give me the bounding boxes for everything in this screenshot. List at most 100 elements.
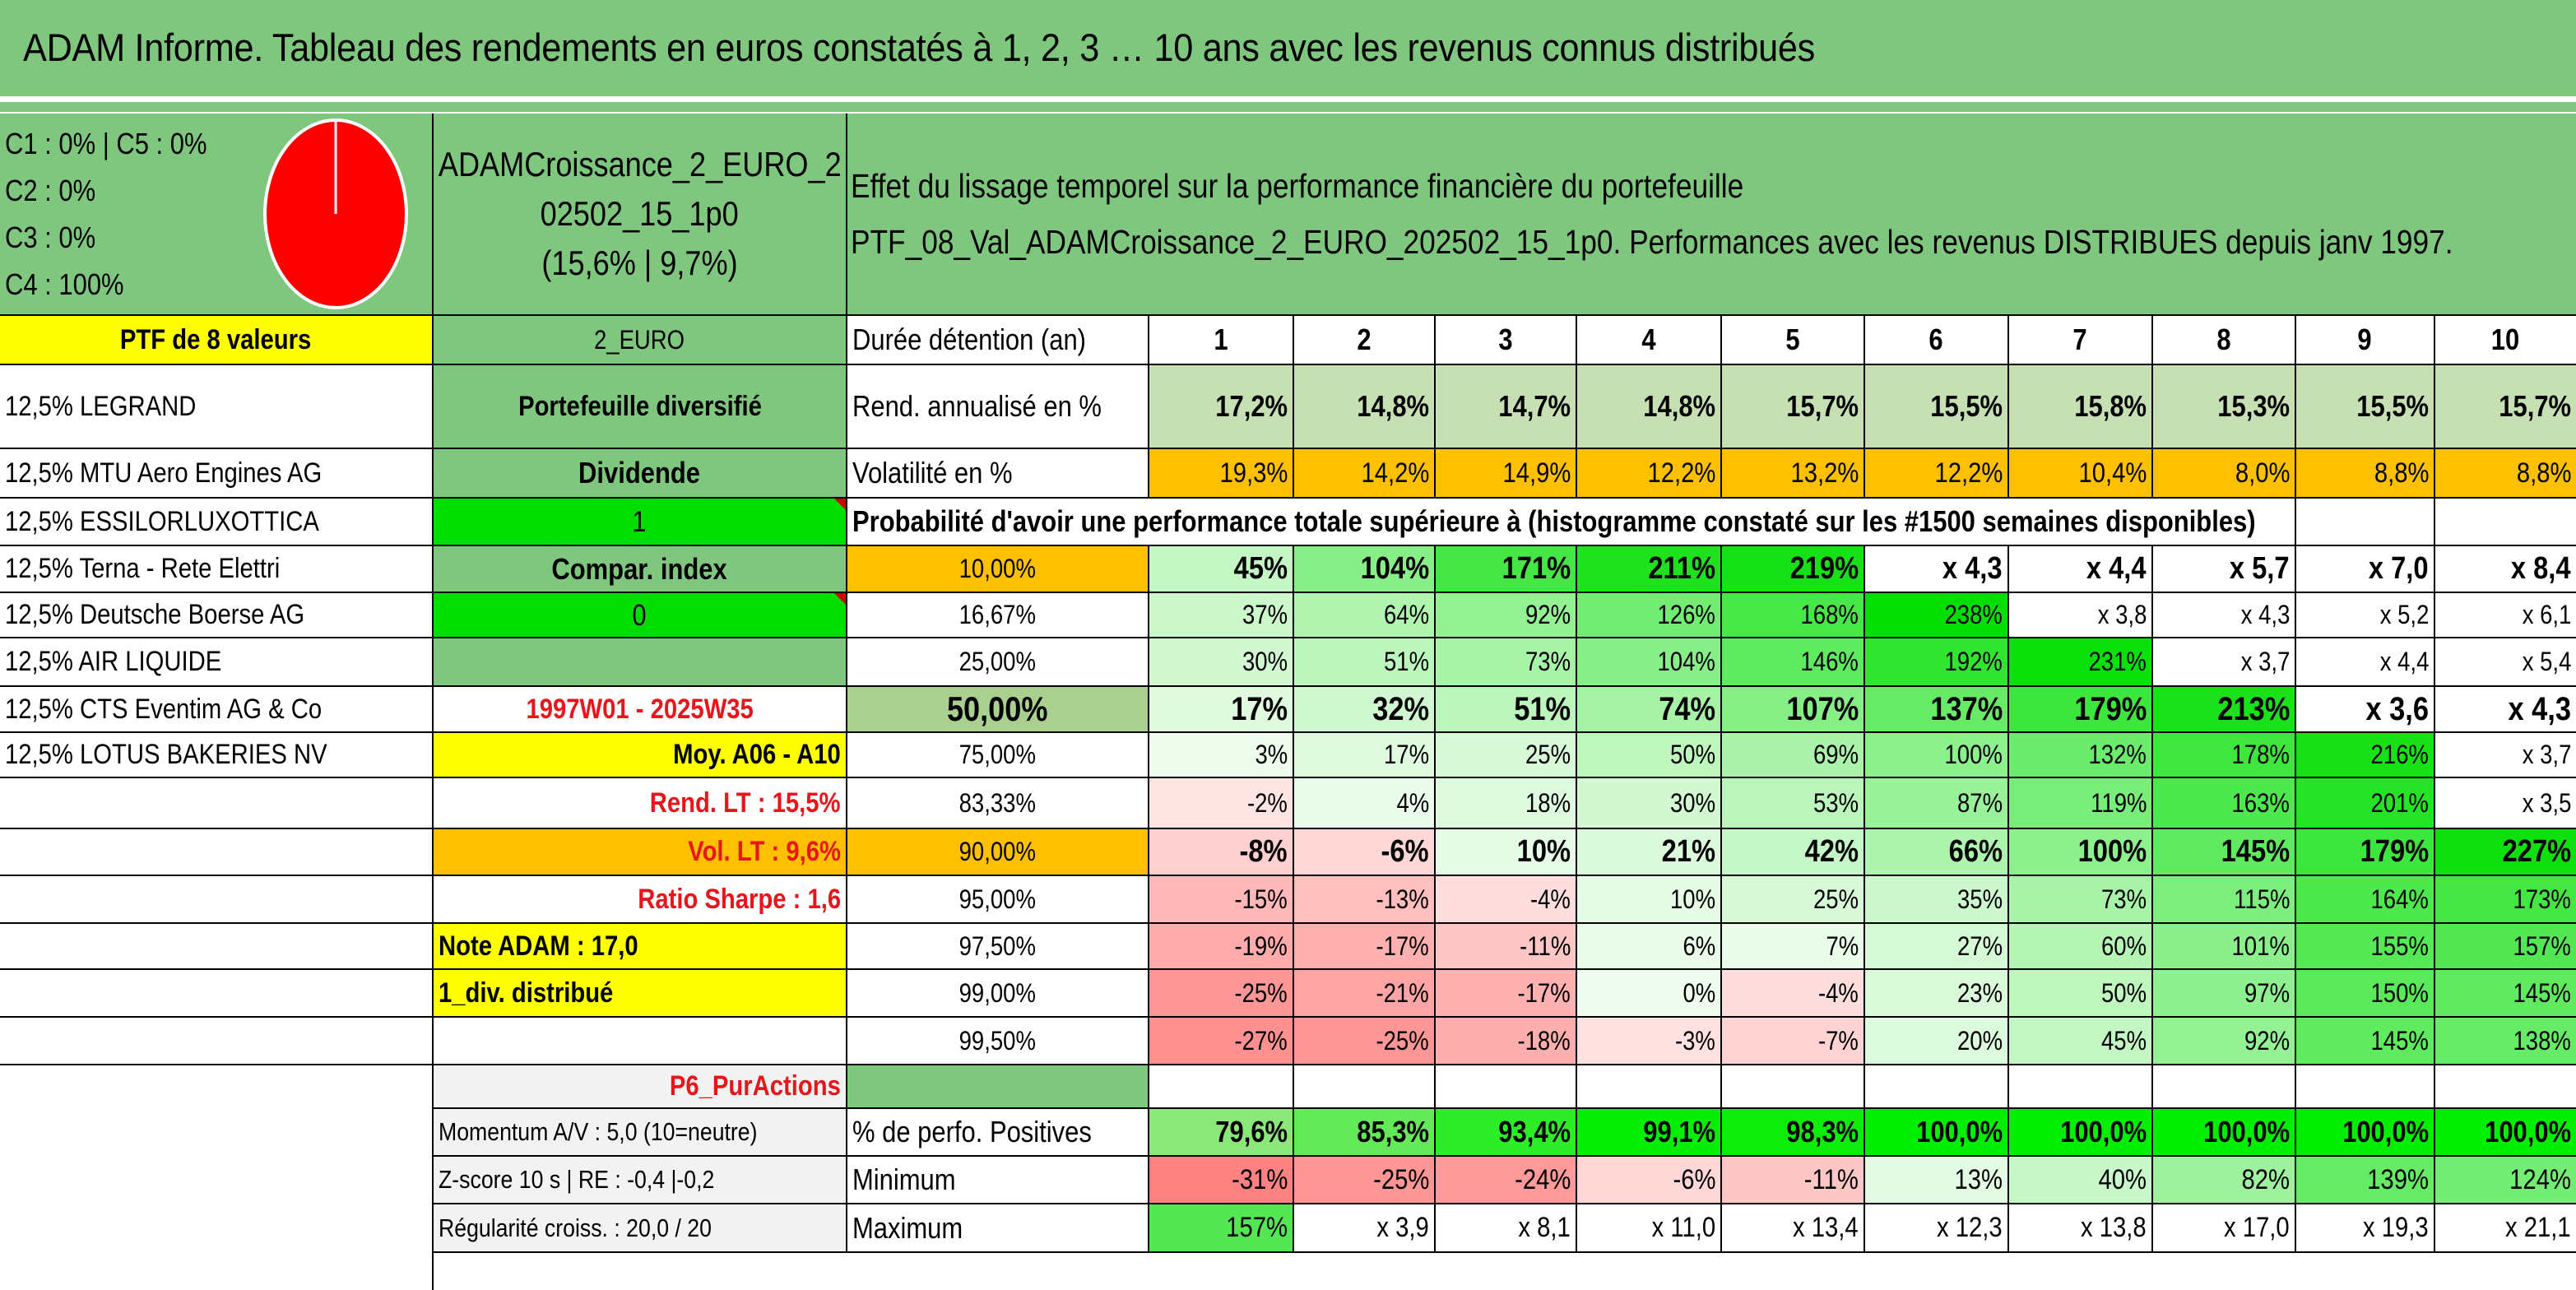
probability-cell-text: x 4,4 bbox=[2086, 551, 2147, 586]
holding-item: 12,5% Deutsche Boerse AG bbox=[0, 593, 434, 638]
p6-label-text: P6_PurActions bbox=[670, 1070, 841, 1102]
probability-cell-text: x 4,3 bbox=[1942, 551, 2003, 586]
probability-cell: 23% bbox=[1865, 970, 2009, 1018]
probability-cell: 53% bbox=[1722, 778, 1865, 829]
row-label-text: Rend. annualisé en % bbox=[852, 389, 1102, 423]
row-label: Volatilité en % bbox=[847, 449, 1149, 499]
positive-share-cell-text: 79,6% bbox=[1215, 1115, 1288, 1148]
probability-cell: 73% bbox=[2009, 876, 2153, 924]
probability-cell: 7% bbox=[1722, 924, 1865, 970]
page-title: ADAM Informe. Tableau des rendements en … bbox=[23, 26, 1815, 69]
minimum-cell-text: 82% bbox=[2241, 1163, 2290, 1195]
probability-cell-text: 231% bbox=[2088, 647, 2147, 676]
probability-cell: 73% bbox=[1436, 638, 1577, 687]
dividend-value-text: 1 bbox=[632, 504, 647, 538]
probability-cell-text: x 5,2 bbox=[2379, 600, 2429, 629]
probability-title-text: Probabilité d'avoir une performance tota… bbox=[852, 504, 2256, 538]
probability-cell-text: x 5,7 bbox=[2230, 551, 2290, 586]
empty-cell bbox=[0, 1204, 434, 1253]
probability-cell-text: 155% bbox=[2370, 930, 2429, 961]
positive-share-cell-text: 100,0% bbox=[2202, 1115, 2290, 1148]
empty-cell bbox=[1149, 1065, 1294, 1109]
annualized-return-cell-text: 15,3% bbox=[2217, 389, 2290, 423]
year-header-text: 9 bbox=[2357, 322, 2373, 356]
probability-cell: 18% bbox=[1436, 778, 1577, 829]
probability-cell-text: x 8,4 bbox=[2511, 551, 2571, 586]
probability-cell: 64% bbox=[1294, 593, 1436, 638]
probability-cell: -27% bbox=[1149, 1018, 1294, 1065]
probability-cell: 132% bbox=[2009, 733, 2153, 778]
probability-threshold: 90,00% bbox=[847, 829, 1149, 876]
empty-cell bbox=[1436, 1065, 1577, 1109]
annualized-return-cell-text: 15,5% bbox=[1930, 389, 2003, 423]
empty-cell bbox=[2435, 1065, 2576, 1109]
probability-cell: 219% bbox=[1722, 546, 1865, 593]
empty-cell bbox=[1865, 1065, 2009, 1109]
minimum-cell: -24% bbox=[1436, 1157, 1577, 1204]
probability-cell-text: 150% bbox=[2370, 977, 2429, 1008]
probability-threshold: 83,33% bbox=[847, 778, 1149, 829]
positive-share-cell-text: 85,3% bbox=[1357, 1115, 1429, 1148]
probability-cell-text: 42% bbox=[1804, 834, 1859, 869]
year-header: 4 bbox=[1577, 316, 1722, 365]
dividend-label: Dividende bbox=[434, 449, 847, 499]
probability-cell: 97% bbox=[2153, 970, 2296, 1018]
annualized-return-cell-text: 14,7% bbox=[1498, 389, 1571, 423]
positive-share-cell-text: 100,0% bbox=[1915, 1115, 2003, 1148]
minimum-cell-text: 139% bbox=[2367, 1163, 2429, 1195]
effect-title-block: Effet du lissage temporel sur la perform… bbox=[847, 114, 2576, 316]
probability-cell: 10% bbox=[1436, 829, 1577, 876]
empty-cell bbox=[2009, 1065, 2153, 1109]
probability-cell: x 4,4 bbox=[2009, 546, 2153, 593]
portfolio-type-text: Portefeuille diversifié bbox=[518, 390, 762, 422]
probability-cell: 238% bbox=[1865, 593, 2009, 638]
portfolio-name-block: ADAMCroissance_2_EURO_2 02502_15_1p0 (15,6… bbox=[434, 114, 847, 316]
sharpe-ratio: Ratio Sharpe : 1,6 bbox=[434, 876, 847, 924]
probability-cell-text: 92% bbox=[2244, 1025, 2290, 1056]
probability-cell-text: -27% bbox=[1234, 1025, 1288, 1056]
probability-cell-text: -25% bbox=[1234, 977, 1288, 1008]
probability-cell: -15% bbox=[1149, 876, 1294, 924]
probability-cell-text: 115% bbox=[2233, 884, 2290, 914]
volatility-cell: 13,2% bbox=[1722, 449, 1865, 499]
row-label: Rend. annualisé en % bbox=[847, 365, 1149, 449]
allocation-pie-chart bbox=[263, 118, 408, 309]
probability-cell-text: x 4,3 bbox=[2508, 690, 2571, 727]
empty-cell bbox=[2435, 499, 2576, 546]
probability-cell: 178% bbox=[2153, 733, 2296, 778]
dividend-count-text: 1_div. distribué bbox=[439, 977, 614, 1009]
empty-cell bbox=[1294, 1065, 1436, 1109]
holding-item: 12,5% AIR LIQUIDE bbox=[0, 638, 434, 687]
probability-cell-text: 104% bbox=[1360, 551, 1429, 586]
empty-cell bbox=[2153, 1065, 2296, 1109]
adam-note: Note ADAM : 17,0 bbox=[434, 924, 847, 970]
probability-cell-text: 25% bbox=[1812, 884, 1859, 914]
probability-cell: 51% bbox=[1436, 687, 1577, 733]
annualized-return-cell-text: 17,2% bbox=[1215, 389, 1288, 423]
probability-threshold-text: 10,00% bbox=[958, 554, 1037, 583]
probability-cell: x 4,3 bbox=[2153, 593, 2296, 638]
probability-cell: -4% bbox=[1436, 876, 1577, 924]
probability-cell-text: 97% bbox=[2244, 977, 2290, 1008]
maximum-cell-text: x 12,3 bbox=[1937, 1212, 2003, 1243]
probability-cell-text: 74% bbox=[1659, 690, 1715, 727]
probability-cell: 145% bbox=[2153, 829, 2296, 876]
adam-note-text: Note ADAM : 17,0 bbox=[439, 930, 638, 962]
probability-cell: 50% bbox=[2009, 970, 2153, 1018]
probability-cell-text: x 4,3 bbox=[2240, 600, 2290, 629]
probability-cell: 201% bbox=[2296, 778, 2435, 829]
probability-cell-text: -21% bbox=[1376, 977, 1429, 1008]
probability-cell-text: 145% bbox=[2513, 977, 2571, 1008]
probability-cell-text: 163% bbox=[2231, 787, 2290, 818]
maximum-cell-text: 157% bbox=[1226, 1212, 1288, 1243]
probability-cell: x 4,3 bbox=[1865, 546, 2009, 593]
probability-cell: -8% bbox=[1149, 829, 1294, 876]
maximum-cell-text: x 11,0 bbox=[1651, 1212, 1715, 1243]
probability-cell-text: x 5,4 bbox=[2522, 647, 2571, 676]
probability-cell-text: 6% bbox=[1683, 930, 1715, 961]
row-label: Durée détention (an) bbox=[847, 316, 1149, 365]
probability-cell: x 6,1 bbox=[2435, 593, 2576, 638]
probability-cell-text: 216% bbox=[2370, 740, 2429, 769]
volatility-cell: 14,2% bbox=[1294, 449, 1436, 499]
compar-index-value: 0 bbox=[434, 593, 847, 638]
